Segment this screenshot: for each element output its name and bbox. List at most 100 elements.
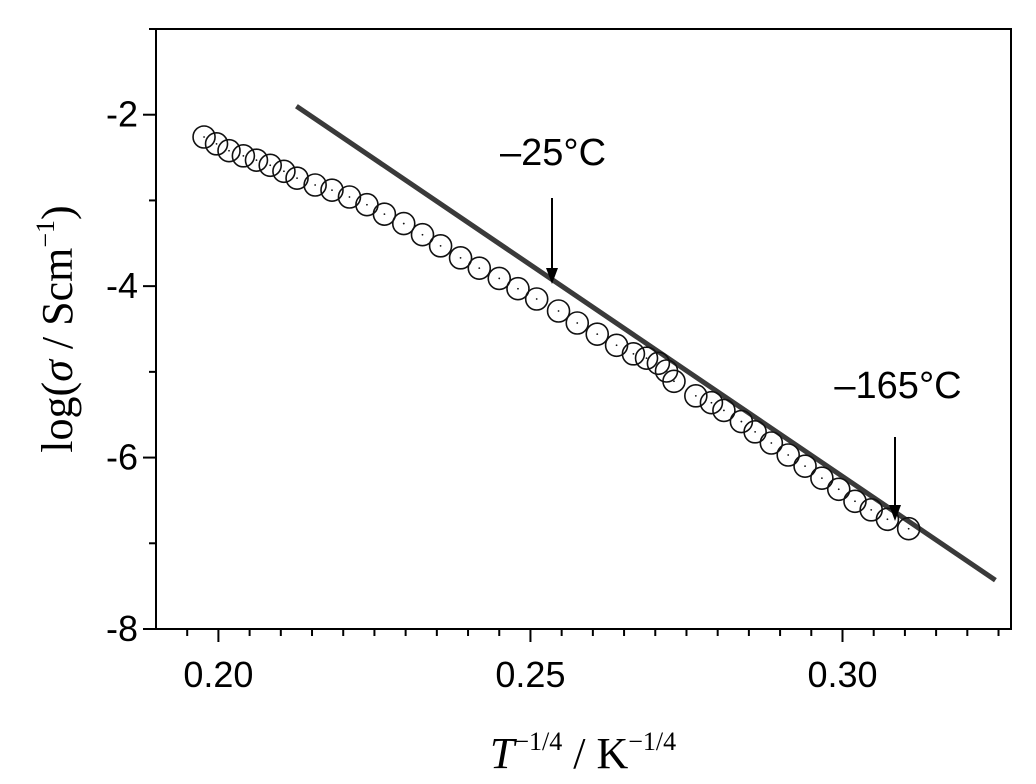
data-point bbox=[337, 185, 362, 209]
y-axis-title: log(σ / Scm−1) bbox=[31, 205, 82, 452]
annotation-label: –25°C bbox=[500, 132, 606, 174]
x-tick-label: 0.30 bbox=[807, 654, 877, 695]
data-point bbox=[244, 148, 269, 172]
data-point-center bbox=[366, 203, 368, 206]
data-point bbox=[258, 153, 283, 178]
data-point-center bbox=[645, 357, 648, 360]
data-point bbox=[712, 398, 736, 423]
annotation-arrow-head bbox=[546, 268, 558, 284]
x-tick-label: 0.20 bbox=[183, 654, 253, 695]
x-axis-ticks: 0.20 0.25 0.30 bbox=[183, 629, 1000, 695]
data-point-center bbox=[907, 527, 910, 530]
data-point bbox=[467, 256, 492, 280]
x-axis-title: T−1/4 / K−1/4 bbox=[490, 727, 676, 778]
data-point bbox=[875, 507, 900, 532]
data-point bbox=[391, 211, 416, 236]
data-point-center bbox=[821, 477, 823, 480]
data-point-center bbox=[886, 518, 889, 521]
plot-frame bbox=[155, 28, 1012, 630]
data-point bbox=[646, 351, 671, 376]
data-point bbox=[662, 369, 686, 394]
annotations: –25°C –165°C bbox=[500, 132, 962, 521]
data-point-center bbox=[770, 442, 773, 444]
data-point-center bbox=[215, 142, 218, 145]
data-point bbox=[810, 466, 834, 490]
data-point-center bbox=[787, 454, 790, 456]
data-point bbox=[303, 173, 327, 197]
data-point bbox=[428, 234, 453, 258]
data-point bbox=[759, 431, 784, 455]
annotation-label: –165°C bbox=[834, 365, 961, 407]
data-point bbox=[634, 346, 659, 370]
data-point bbox=[793, 454, 817, 478]
data-point-center bbox=[459, 256, 462, 259]
data-point-center bbox=[348, 196, 351, 198]
data-point bbox=[285, 166, 309, 190]
y-tick-label: -8 bbox=[106, 608, 138, 649]
data-point bbox=[372, 202, 397, 226]
data-point-center bbox=[673, 380, 675, 383]
data-point-center bbox=[242, 154, 245, 157]
data-point-center bbox=[740, 420, 743, 423]
y-tick-label: -2 bbox=[106, 94, 138, 135]
data-point-center bbox=[296, 177, 298, 180]
data-point bbox=[743, 420, 767, 444]
data-point bbox=[487, 266, 512, 291]
data-point bbox=[231, 144, 256, 168]
data-point bbox=[546, 299, 571, 323]
data-points bbox=[192, 125, 921, 541]
data-point-center bbox=[723, 409, 725, 412]
data-point-center bbox=[269, 164, 272, 167]
data-point bbox=[410, 222, 435, 247]
data-point bbox=[192, 125, 216, 149]
data-point-center bbox=[754, 430, 757, 433]
data-point bbox=[320, 178, 344, 202]
data-point bbox=[217, 138, 241, 163]
data-point-center bbox=[632, 352, 635, 355]
data-point bbox=[565, 311, 590, 335]
data-point bbox=[826, 477, 851, 502]
data-point-center bbox=[421, 233, 424, 236]
data-point-center bbox=[557, 310, 560, 312]
y-tick-label: -6 bbox=[106, 437, 138, 478]
data-point bbox=[776, 443, 801, 467]
data-point-center bbox=[665, 370, 668, 372]
data-point-center bbox=[255, 159, 258, 162]
data-point bbox=[448, 246, 473, 270]
data-point-center bbox=[854, 500, 856, 503]
data-point-center bbox=[203, 136, 205, 138]
data-point bbox=[204, 132, 229, 156]
data-point-center bbox=[314, 184, 317, 186]
data-point bbox=[684, 384, 708, 408]
data-point-center bbox=[517, 287, 519, 290]
data-point-center bbox=[694, 394, 697, 397]
data-point-center bbox=[331, 189, 333, 192]
y-tick-label: -4 bbox=[106, 265, 138, 306]
data-point-center bbox=[576, 322, 579, 324]
y-axis-ticks: -2 -4 -6 -8 bbox=[106, 28, 156, 649]
data-point bbox=[524, 287, 549, 311]
data-point-center bbox=[228, 149, 230, 152]
data-point-center bbox=[383, 213, 386, 216]
x-tick-label: 0.25 bbox=[495, 654, 565, 695]
data-point-center bbox=[837, 488, 840, 491]
data-point bbox=[506, 276, 530, 301]
data-point bbox=[272, 159, 296, 184]
annotation-arrow-head bbox=[889, 505, 901, 521]
data-point bbox=[896, 516, 921, 541]
data-point bbox=[621, 342, 646, 366]
data-point-center bbox=[870, 508, 873, 511]
data-point-center bbox=[498, 277, 501, 280]
data-point bbox=[699, 390, 724, 415]
data-point-center bbox=[615, 344, 618, 347]
data-point-center bbox=[804, 465, 806, 468]
data-point bbox=[843, 489, 867, 514]
data-point-center bbox=[478, 267, 481, 270]
data-point bbox=[585, 322, 610, 346]
data-point-center bbox=[439, 244, 442, 247]
data-point-center bbox=[596, 333, 599, 336]
data-point-center bbox=[402, 222, 405, 225]
data-point-center bbox=[710, 401, 713, 404]
data-point-center bbox=[283, 170, 285, 173]
